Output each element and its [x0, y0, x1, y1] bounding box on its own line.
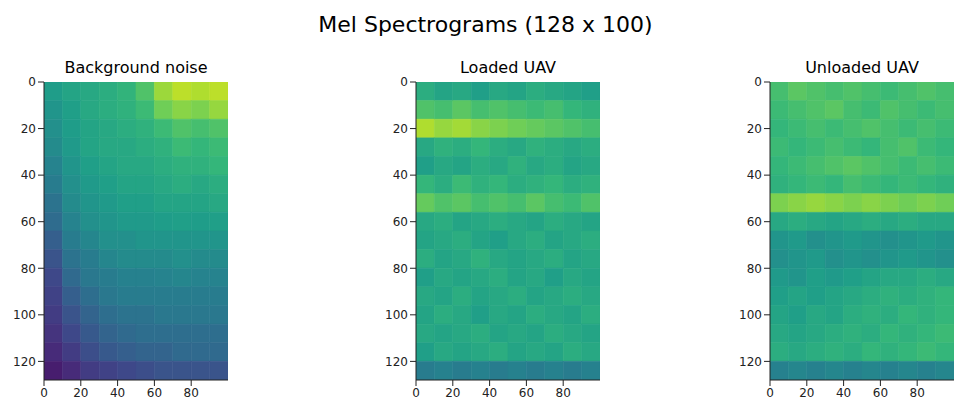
svg-text:60: 60: [147, 386, 162, 400]
svg-text:20: 20: [21, 122, 36, 136]
svg-text:80: 80: [747, 262, 762, 276]
svg-text:0: 0: [400, 75, 408, 89]
svg-text:20: 20: [73, 386, 88, 400]
svg-text:80: 80: [393, 262, 408, 276]
svg-text:20: 20: [393, 122, 408, 136]
html-text:Background noise: Background noise: [64, 58, 208, 77]
svg-text:60: 60: [747, 215, 762, 229]
svg-text:0: 0: [40, 386, 48, 400]
svg-text:100: 100: [385, 308, 408, 322]
svg-text:80: 80: [184, 386, 199, 400]
html-text:Unloaded UAV: Unloaded UAV: [805, 58, 919, 77]
svg-text:120: 120: [13, 355, 36, 369]
svg-text:40: 40: [747, 168, 762, 182]
svg-text:20: 20: [799, 386, 814, 400]
html-text:Loaded UAV: Loaded UAV: [460, 58, 556, 77]
svg-text:40: 40: [836, 386, 851, 400]
svg-text:80: 80: [910, 386, 925, 400]
svg-text:60: 60: [21, 215, 36, 229]
svg-text:60: 60: [393, 215, 408, 229]
svg-text:60: 60: [873, 386, 888, 400]
svg-text:40: 40: [393, 168, 408, 182]
svg-text:80: 80: [556, 386, 571, 400]
svg-text:0: 0: [28, 75, 36, 89]
svg-text:100: 100: [13, 308, 36, 322]
svg-text:0: 0: [412, 386, 420, 400]
html-text:Mel Spectrograms (128 x 100): Mel Spectrograms (128 x 100): [318, 12, 653, 37]
svg-text:60: 60: [519, 386, 534, 400]
svg-text:40: 40: [482, 386, 497, 400]
svg-text:80: 80: [21, 262, 36, 276]
svg-text:100: 100: [739, 308, 762, 322]
svg-text:120: 120: [739, 355, 762, 369]
svg-text:20: 20: [445, 386, 460, 400]
svg-text:20: 20: [747, 122, 762, 136]
svg-text:0: 0: [766, 386, 774, 400]
svg-text:0: 0: [754, 75, 762, 89]
svg-text:40: 40: [21, 168, 36, 182]
svg-text:120: 120: [385, 355, 408, 369]
svg-text:40: 40: [110, 386, 125, 400]
